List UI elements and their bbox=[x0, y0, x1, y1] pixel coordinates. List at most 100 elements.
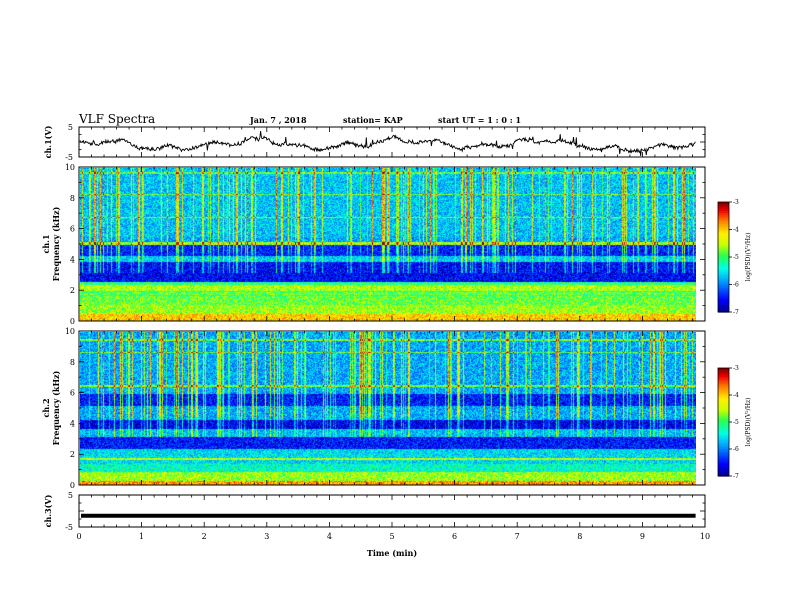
colorbar-swatch bbox=[718, 378, 729, 382]
colorbar-swatch bbox=[718, 255, 729, 258]
ch1-ytick-label: -5 bbox=[65, 153, 73, 162]
ch3-ylabel: ch.3(V) bbox=[43, 494, 53, 527]
colorbar-swatch bbox=[718, 214, 729, 218]
colorbar-swatch bbox=[718, 472, 729, 475]
figure-title: VLF Spectra bbox=[78, 112, 155, 126]
ch1-spectrogram-ytick-label: 10 bbox=[65, 163, 75, 172]
colorbar-swatch bbox=[718, 235, 729, 238]
ch1-spectrogram-ylabel-frequency: Frequency (kHz) bbox=[51, 206, 61, 281]
colorbar-swatch bbox=[718, 260, 729, 264]
colorbar-swatch bbox=[718, 461, 729, 464]
ch1-spectrogram-ytick-label: 4 bbox=[70, 255, 75, 264]
colorbar-swatch bbox=[718, 258, 729, 262]
colorbar-swatch bbox=[718, 382, 729, 385]
time-tick-label: 0 bbox=[76, 532, 81, 541]
colorbar-swatch bbox=[718, 218, 729, 221]
colorbar-swatch bbox=[718, 211, 729, 214]
colorbar-swatch bbox=[718, 238, 729, 242]
colorbar-swatch bbox=[718, 411, 729, 414]
colorbar-swatch bbox=[718, 277, 729, 280]
colorbar-swatch bbox=[718, 463, 729, 466]
colorbar-swatch bbox=[718, 222, 729, 225]
colorbar-swatch bbox=[718, 468, 729, 472]
colorbar-swatch bbox=[718, 213, 729, 216]
colorbar-swatch bbox=[718, 279, 729, 282]
colorbar-swatch bbox=[718, 386, 729, 389]
ch2-spectrogram-ylabel-channel: ch.2 bbox=[41, 398, 51, 417]
ch1-spectrogram-panel: 0 2 4 6 8 10 ch.1 Frequency (kHz) bbox=[41, 163, 706, 326]
colorbar-swatch bbox=[718, 240, 729, 243]
ch2-spectrogram-ytick-label: 4 bbox=[70, 419, 75, 428]
colorbar-swatch bbox=[718, 398, 729, 401]
colorbar-swatch bbox=[718, 269, 729, 273]
colorbar-swatch bbox=[718, 405, 729, 409]
colorbar-swatch bbox=[718, 436, 729, 439]
ch3-ytick-label: 5 bbox=[68, 491, 73, 500]
colorbar-swatch bbox=[718, 420, 729, 423]
colorbar-swatch bbox=[718, 432, 729, 436]
spectrogram-image bbox=[80, 168, 696, 321]
colorbar-swatch bbox=[718, 431, 729, 434]
colorbar-swatch bbox=[718, 427, 729, 430]
time-tick-label: 4 bbox=[327, 532, 332, 541]
time-tick-label: 7 bbox=[515, 532, 520, 541]
colorbar-swatch bbox=[718, 229, 729, 232]
colorbar-swatch bbox=[718, 407, 729, 410]
colorbar-swatch bbox=[718, 440, 729, 443]
colorbar-swatch bbox=[718, 450, 729, 454]
time-tick-label: 2 bbox=[202, 532, 207, 541]
spectrogram-image bbox=[80, 332, 696, 485]
colorbar-swatch bbox=[718, 216, 729, 220]
colorbar-swatch bbox=[718, 391, 729, 394]
colorbar-swatch bbox=[718, 384, 729, 387]
colorbar-swatch bbox=[718, 454, 729, 457]
ch2-colorbar: -3 -4 -5 -6 -7 log(PSD)(V²/Hz) bbox=[717, 365, 752, 480]
colorbar-swatch bbox=[718, 414, 729, 418]
colorbar-swatch bbox=[718, 220, 729, 223]
colorbar-swatch bbox=[718, 310, 729, 313]
time-axis: 0 1 2 3 4 5 6 7 8 9 10 Time (min) bbox=[76, 532, 710, 558]
ch1-ylabel: ch.1(V) bbox=[43, 125, 53, 158]
colorbar-swatch bbox=[718, 257, 729, 260]
colorbar-swatch bbox=[718, 242, 729, 245]
colorbar-swatch bbox=[718, 249, 729, 253]
ch2-spectrogram-ytick-label: 10 bbox=[65, 327, 75, 336]
colorbar-swatch bbox=[718, 284, 729, 287]
colorbar-swatch bbox=[718, 251, 729, 254]
ch2-spectrogram-panel: 0 2 4 6 8 10 ch.2 Frequency (kHz) bbox=[41, 327, 706, 490]
colorbar-swatch bbox=[718, 209, 729, 212]
time-axis-label: Time (min) bbox=[367, 548, 417, 558]
ch1-waveform-line bbox=[79, 131, 696, 157]
time-tick-label: 10 bbox=[700, 532, 710, 541]
colorbar-swatch bbox=[718, 207, 729, 210]
ch2-spectrogram-ytick-label: 0 bbox=[70, 481, 75, 490]
colorbar-swatch bbox=[718, 268, 729, 271]
colorbar-swatch bbox=[718, 375, 729, 378]
colorbar-swatch bbox=[718, 418, 729, 421]
ch1-ytick-label: 5 bbox=[68, 123, 73, 132]
time-tick-label: 8 bbox=[577, 532, 582, 541]
station-label: station= KAP bbox=[343, 115, 403, 125]
colorbar-swatch bbox=[718, 456, 729, 459]
colorbar-swatch bbox=[718, 299, 729, 302]
colorbar-swatch bbox=[718, 231, 729, 234]
colorbar-swatch bbox=[718, 297, 729, 300]
colorbar-tick-label: -6 bbox=[733, 282, 739, 289]
colorbar-swatch bbox=[718, 290, 729, 293]
colorbar-tick-label: -7 bbox=[733, 473, 739, 480]
colorbar-swatch bbox=[718, 282, 729, 286]
colorbar-swatch bbox=[718, 425, 729, 428]
ch2-spectrogram-ytick-label: 6 bbox=[70, 389, 75, 398]
ch1-spectrogram-ytick-label: 6 bbox=[70, 225, 75, 234]
ch1-waveform-panel: 5 -5 ch.1(V) bbox=[43, 123, 706, 162]
colorbar-swatch bbox=[718, 458, 729, 461]
colorbar-swatch bbox=[718, 404, 729, 407]
colorbar-swatch bbox=[718, 369, 729, 373]
ch2-spectrogram-ytick-label: 2 bbox=[70, 450, 75, 459]
colorbar-swatch bbox=[718, 396, 729, 400]
colorbar-swatch bbox=[718, 271, 729, 275]
colorbar-swatch bbox=[718, 474, 729, 477]
colorbar-swatch bbox=[718, 273, 729, 276]
colorbar-tick-label: -3 bbox=[733, 199, 739, 206]
